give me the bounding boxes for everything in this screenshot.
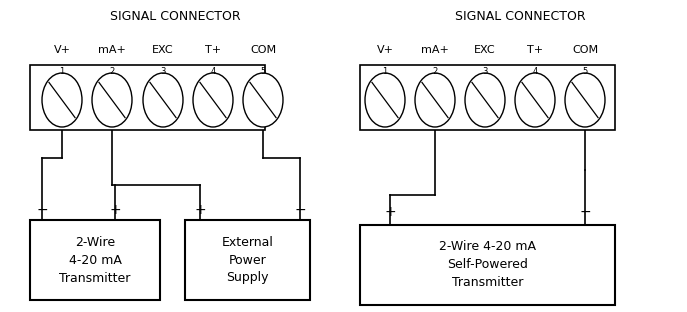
Text: 3: 3 — [160, 67, 166, 76]
Ellipse shape — [515, 73, 555, 127]
Text: 2-Wire
4-20 mA
Transmitter: 2-Wire 4-20 mA Transmitter — [59, 236, 131, 285]
Text: mA+: mA+ — [98, 45, 126, 55]
Text: −: − — [36, 203, 48, 217]
Text: T+: T+ — [205, 45, 221, 55]
Text: V+: V+ — [376, 45, 394, 55]
Text: EXC: EXC — [153, 45, 174, 55]
Text: 4: 4 — [210, 67, 216, 76]
Text: 5: 5 — [260, 67, 266, 76]
Text: 1: 1 — [59, 67, 65, 76]
Ellipse shape — [415, 73, 455, 127]
Text: COM: COM — [572, 45, 598, 55]
Ellipse shape — [243, 73, 283, 127]
Ellipse shape — [143, 73, 183, 127]
Text: +: + — [109, 203, 121, 217]
Text: V+: V+ — [54, 45, 71, 55]
Text: COM: COM — [250, 45, 276, 55]
Text: 3: 3 — [482, 67, 488, 76]
Bar — [30, 220, 160, 300]
Text: −: − — [579, 205, 591, 219]
Text: SIGNAL CONNECTOR: SIGNAL CONNECTOR — [455, 9, 585, 22]
Text: 5: 5 — [583, 67, 587, 76]
Text: 2: 2 — [432, 67, 438, 76]
Bar — [360, 65, 615, 130]
Ellipse shape — [193, 73, 233, 127]
Text: 2-Wire 4-20 mA
Self-Powered
Transmitter: 2-Wire 4-20 mA Self-Powered Transmitter — [439, 241, 536, 290]
Text: T+: T+ — [527, 45, 543, 55]
Text: External
Power
Supply: External Power Supply — [222, 236, 273, 285]
Text: 2: 2 — [109, 67, 115, 76]
Text: 1: 1 — [383, 67, 387, 76]
Text: SIGNAL CONNECTOR: SIGNAL CONNECTOR — [110, 9, 240, 22]
Text: 4: 4 — [532, 67, 538, 76]
Text: EXC: EXC — [474, 45, 496, 55]
Bar — [360, 225, 615, 305]
Ellipse shape — [565, 73, 605, 127]
Ellipse shape — [465, 73, 505, 127]
Text: +: + — [194, 203, 206, 217]
Ellipse shape — [92, 73, 132, 127]
Text: mA+: mA+ — [421, 45, 449, 55]
Bar — [30, 65, 265, 130]
Ellipse shape — [42, 73, 82, 127]
Bar — [185, 220, 310, 300]
Text: −: − — [294, 203, 306, 217]
Ellipse shape — [365, 73, 405, 127]
Text: +: + — [384, 205, 396, 219]
